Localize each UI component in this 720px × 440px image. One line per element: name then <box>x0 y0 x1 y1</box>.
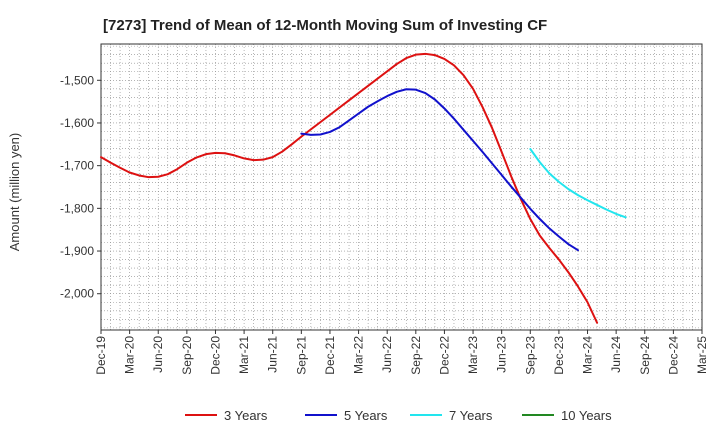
x-tick-label: Dec-24 <box>666 336 680 375</box>
x-tick-label: Dec-21 <box>323 336 337 375</box>
x-tick-label: Jun-21 <box>266 336 280 373</box>
x-tick-label: Mar-20 <box>123 336 137 374</box>
x-tick-label: Sep-22 <box>409 336 423 375</box>
series-line-3-years <box>100 52 599 324</box>
legend-label-5-years: 5 Years <box>344 408 388 423</box>
grid <box>100 44 703 330</box>
legend: 3 Years 5 Years 7 Years 10 Years <box>185 408 612 423</box>
x-tick-label: Sep-20 <box>180 336 194 375</box>
x-tick-label: Dec-19 <box>94 336 108 375</box>
x-tick-label: Jun-20 <box>151 336 165 373</box>
x-tick-label: Dec-22 <box>437 336 451 375</box>
x-tick-label: Jun-22 <box>380 336 394 373</box>
y-axis-label: Amount (million yen) <box>7 133 22 252</box>
x-tick-label: Mar-25 <box>695 336 709 374</box>
legend-label-10-years: 10 Years <box>561 408 612 423</box>
x-tick-label: Sep-23 <box>523 336 537 375</box>
series-line-7-years <box>529 148 627 219</box>
series-line-5-years <box>300 88 579 252</box>
x-tick-label: Mar-21 <box>237 336 251 374</box>
x-tick-label: Jun-23 <box>495 336 509 373</box>
y-tick-label: -2,000 <box>60 287 94 301</box>
x-tick-label: Sep-24 <box>638 336 652 375</box>
y-tick-label: -1,700 <box>60 159 94 173</box>
x-tick-label: Dec-23 <box>552 336 566 375</box>
y-tick-label: -1,900 <box>60 244 94 258</box>
y-tick-label: -1,800 <box>60 201 94 215</box>
axes: -1,500 -1,600 -1,700 -1,800 -1,900 -2,000 Dec-… <box>60 43 709 375</box>
x-tick-label: Jun-24 <box>609 336 623 373</box>
x-tick-label: Sep-21 <box>294 336 308 375</box>
x-tick-label: Mar-24 <box>581 336 595 374</box>
series-lines <box>100 52 627 324</box>
x-tick-label: Dec-20 <box>208 336 222 375</box>
plot-frame <box>100 43 703 331</box>
y-tick-label: -1,500 <box>60 73 94 87</box>
y-tick-label: -1,600 <box>60 116 94 130</box>
legend-label-3-years: 3 Years <box>224 408 268 423</box>
legend-label-7-years: 7 Years <box>449 408 493 423</box>
x-tick-label: Mar-22 <box>352 336 366 374</box>
chart-title: [7273] Trend of Mean of 12-Month Moving … <box>103 17 547 34</box>
x-tick-label: Mar-23 <box>466 336 480 374</box>
